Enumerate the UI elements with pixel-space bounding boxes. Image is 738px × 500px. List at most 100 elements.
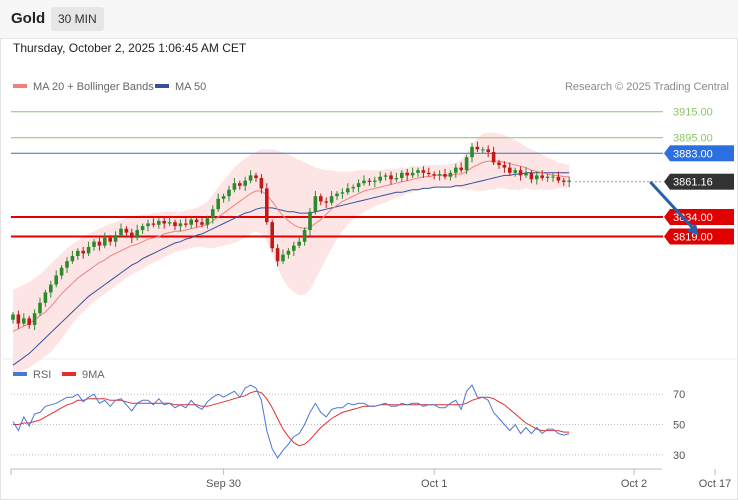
candle-body [22,318,26,324]
candle-body [356,183,361,188]
candle-body [49,284,53,293]
candle-body [437,174,442,176]
candle-body [189,219,193,225]
rsi-ma-legend-swatch [62,372,76,376]
level-tag-pointer [664,209,670,225]
candle-body [529,172,534,180]
candle-body [443,174,447,177]
candle-body [319,196,323,202]
candle-body [151,223,156,225]
candle-body [108,237,112,242]
candle-body [383,175,388,177]
candle-body [535,175,539,180]
candle-body [205,218,210,225]
candle-body [259,178,264,189]
candle-body [556,176,561,181]
rsi-legend-swatch [13,372,27,376]
candle-body [43,292,48,303]
rsi-line [12,384,570,459]
candle-body [448,172,453,177]
candle-body [567,180,571,182]
candle-body [502,165,507,168]
forecast-arrow-head [687,223,699,236]
candle-body [302,230,307,242]
candle-body [324,201,328,203]
level-tag-pointer [664,173,670,190]
candle-body [146,223,150,227]
candle-body [410,172,415,176]
candle-body [200,222,204,225]
candle-body [432,174,436,176]
candle-body [308,211,312,230]
candle-body [427,172,431,175]
ma20-legend-swatch [13,84,27,88]
rsi-ma-legend-label: 9MA [82,369,105,381]
credit-label: Research © 2025 Trading Central [565,81,729,93]
forecast-arrow-shaft [649,180,696,232]
candle-body [157,220,161,225]
level-tag-pivot-2 [670,145,734,162]
candle-body [211,209,215,219]
candle-body [454,167,458,173]
ma20-line [12,160,570,332]
candle-body [540,175,544,178]
level-tag-pointer [664,228,670,245]
candle-body [270,222,274,249]
candle-body [475,146,480,150]
candle-body [59,267,64,276]
candle-body [286,250,291,255]
candle-body [297,241,301,246]
x-tick-label: Oct 17 [699,478,731,490]
candle-body [140,226,145,230]
candle-body [394,178,399,180]
candle-body [119,228,123,236]
candle-body [335,193,339,197]
header-bar: Gold 30 MIN [0,0,738,39]
level-label-support-5: 3819.00 [673,232,713,244]
candle-body [491,152,496,163]
candle-body [194,219,199,223]
symbol-title: Gold [11,10,46,27]
candle-body [221,196,226,199]
candle-body [167,222,172,224]
candle-body [313,196,318,212]
level-tag-support-5 [670,228,734,245]
candle-body [275,248,280,262]
candle-body [173,222,177,227]
candle-body [16,314,21,324]
ma50-legend-swatch [155,84,169,88]
candle-body [232,183,237,190]
candle-body [513,170,517,173]
level-label-resistance-0: 3915.00 [673,107,713,119]
rsi-tick-50: 50 [673,420,685,432]
level-label-resistance-1: 3895.00 [673,133,713,145]
x-tick-label: Oct 2 [621,478,647,490]
candle-body [545,176,550,178]
candle-body [243,180,247,186]
candle-body [551,176,555,178]
candle-body [238,183,242,186]
candle-body [135,230,139,238]
candle-body [400,172,404,178]
candle-body [470,146,474,158]
candle-body [373,180,377,182]
x-tick-label: Oct 1 [421,478,447,490]
candle-body [254,175,258,178]
candle-body [38,302,42,314]
rsi-chart: 30 50 70 [11,384,685,462]
timeframe-button[interactable]: 30 MIN [51,7,104,31]
candle-body [130,232,134,238]
candle-body [65,261,69,268]
candle-body [248,175,253,181]
candle-body [184,223,188,225]
candle-body [103,237,107,246]
candle-body [378,176,382,181]
level-label-last-3: 3861.16 [673,177,713,189]
candle-body [54,275,58,285]
ma50-line [12,172,570,366]
candle-body [346,188,350,193]
chart-datetime: Thursday, October 2, 2025 1:06:45 AM CET [13,41,247,55]
candle-body [178,223,183,227]
candle-body [76,250,80,256]
